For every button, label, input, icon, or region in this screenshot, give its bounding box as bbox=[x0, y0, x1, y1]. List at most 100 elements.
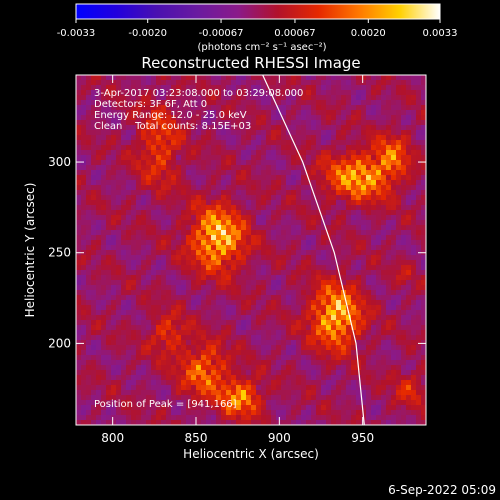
heatmap-cell bbox=[331, 290, 337, 296]
heatmap-cell bbox=[166, 410, 172, 416]
heatmap-cell bbox=[421, 400, 426, 406]
heatmap-cell bbox=[176, 260, 182, 266]
heatmap-cell bbox=[111, 320, 117, 326]
heatmap-cell bbox=[261, 410, 267, 416]
heatmap-cell bbox=[401, 370, 407, 376]
heatmap-cell bbox=[221, 180, 227, 186]
heatmap-cell bbox=[276, 135, 282, 141]
heatmap-cell bbox=[246, 90, 252, 96]
heatmap-cell bbox=[146, 390, 152, 396]
heatmap-cell bbox=[256, 370, 262, 376]
heatmap-cell bbox=[191, 415, 197, 421]
heatmap-cell bbox=[221, 125, 227, 131]
heatmap-cell bbox=[201, 360, 207, 366]
heatmap-cell bbox=[96, 115, 102, 121]
heatmap-cell bbox=[211, 205, 217, 211]
heatmap-cell bbox=[231, 320, 237, 326]
heatmap-cell bbox=[186, 115, 192, 121]
heatmap-cell bbox=[251, 210, 257, 216]
heatmap-cell bbox=[186, 325, 192, 331]
heatmap-cell bbox=[261, 405, 267, 411]
heatmap-cell bbox=[86, 200, 92, 206]
heatmap-cell bbox=[266, 135, 272, 141]
heatmap-cell bbox=[341, 125, 347, 131]
heatmap-cell bbox=[141, 315, 147, 321]
heatmap-cell bbox=[406, 355, 412, 361]
heatmap-cell bbox=[376, 340, 382, 346]
heatmap-cell bbox=[191, 330, 197, 336]
heatmap-cell bbox=[91, 305, 97, 311]
heatmap-cell bbox=[226, 420, 232, 425]
x-tick-label: 900 bbox=[268, 431, 291, 445]
heatmap-cell bbox=[106, 250, 112, 256]
heatmap-cell bbox=[181, 280, 187, 286]
heatmap-cell bbox=[411, 140, 417, 146]
heatmap-cell bbox=[291, 265, 297, 271]
heatmap-cell bbox=[351, 145, 357, 151]
heatmap-cell bbox=[266, 100, 272, 106]
heatmap-cell bbox=[91, 195, 97, 201]
heatmap-cell bbox=[406, 260, 412, 266]
heatmap-cell bbox=[176, 120, 182, 126]
heatmap-cell bbox=[146, 350, 152, 356]
heatmap-cell bbox=[121, 140, 127, 146]
heatmap-cell bbox=[366, 370, 372, 376]
heatmap-cell bbox=[201, 355, 207, 361]
heatmap-cell bbox=[191, 165, 197, 171]
heatmap-cell bbox=[396, 140, 402, 146]
heatmap-cell bbox=[411, 125, 417, 131]
heatmap-cell bbox=[356, 290, 362, 296]
heatmap-cell bbox=[226, 75, 232, 81]
heatmap-cell bbox=[346, 220, 352, 226]
heatmap-cell bbox=[211, 295, 217, 301]
heatmap-cell bbox=[111, 245, 117, 251]
heatmap-cell bbox=[91, 190, 97, 196]
heatmap-cell bbox=[261, 230, 267, 236]
heatmap-cell bbox=[171, 100, 177, 106]
heatmap-cell bbox=[151, 125, 157, 131]
colorbar-tick-label: -0.0020 bbox=[128, 28, 167, 39]
heatmap-cell bbox=[276, 120, 282, 126]
heatmap-cell bbox=[226, 205, 232, 211]
heatmap-cell bbox=[211, 120, 217, 126]
heatmap-cell bbox=[126, 375, 132, 381]
heatmap-cell bbox=[266, 75, 272, 81]
heatmap-cell bbox=[211, 390, 217, 396]
heatmap-cell bbox=[196, 300, 202, 306]
heatmap-cell bbox=[221, 205, 227, 211]
heatmap-cell bbox=[166, 260, 172, 266]
heatmap-cell bbox=[176, 95, 182, 101]
heatmap-cell bbox=[301, 360, 307, 366]
heatmap-cell bbox=[366, 195, 372, 201]
heatmap-cell bbox=[226, 355, 232, 361]
heatmap-cell bbox=[296, 390, 302, 396]
heatmap-cell bbox=[411, 405, 417, 411]
heatmap-cell bbox=[116, 75, 122, 81]
heatmap-cell bbox=[321, 305, 327, 311]
heatmap-cell bbox=[86, 195, 92, 201]
heatmap-cell bbox=[336, 345, 342, 351]
heatmap-cell bbox=[206, 245, 212, 251]
heatmap-cell bbox=[306, 85, 312, 91]
heatmap-cell bbox=[216, 80, 222, 86]
heatmap-cell bbox=[91, 200, 97, 206]
heatmap-cell bbox=[156, 130, 162, 136]
heatmap-cell bbox=[261, 295, 267, 301]
heatmap-cell bbox=[371, 80, 377, 86]
heatmap-cell bbox=[276, 350, 282, 356]
heatmap-cell bbox=[191, 115, 197, 121]
heatmap-cell bbox=[156, 80, 162, 86]
heatmap-cell bbox=[96, 360, 102, 366]
heatmap-cell bbox=[331, 195, 337, 201]
heatmap-cell bbox=[161, 205, 167, 211]
heatmap-cell bbox=[336, 390, 342, 396]
heatmap-cell bbox=[366, 305, 372, 311]
heatmap-cell bbox=[281, 385, 287, 391]
heatmap-cell bbox=[226, 415, 232, 421]
heatmap-cell bbox=[281, 395, 287, 401]
heatmap-cell bbox=[86, 150, 92, 156]
heatmap-cell bbox=[221, 400, 227, 406]
heatmap-cell bbox=[211, 380, 217, 386]
heatmap-cell bbox=[246, 115, 252, 121]
heatmap-cell bbox=[311, 330, 317, 336]
